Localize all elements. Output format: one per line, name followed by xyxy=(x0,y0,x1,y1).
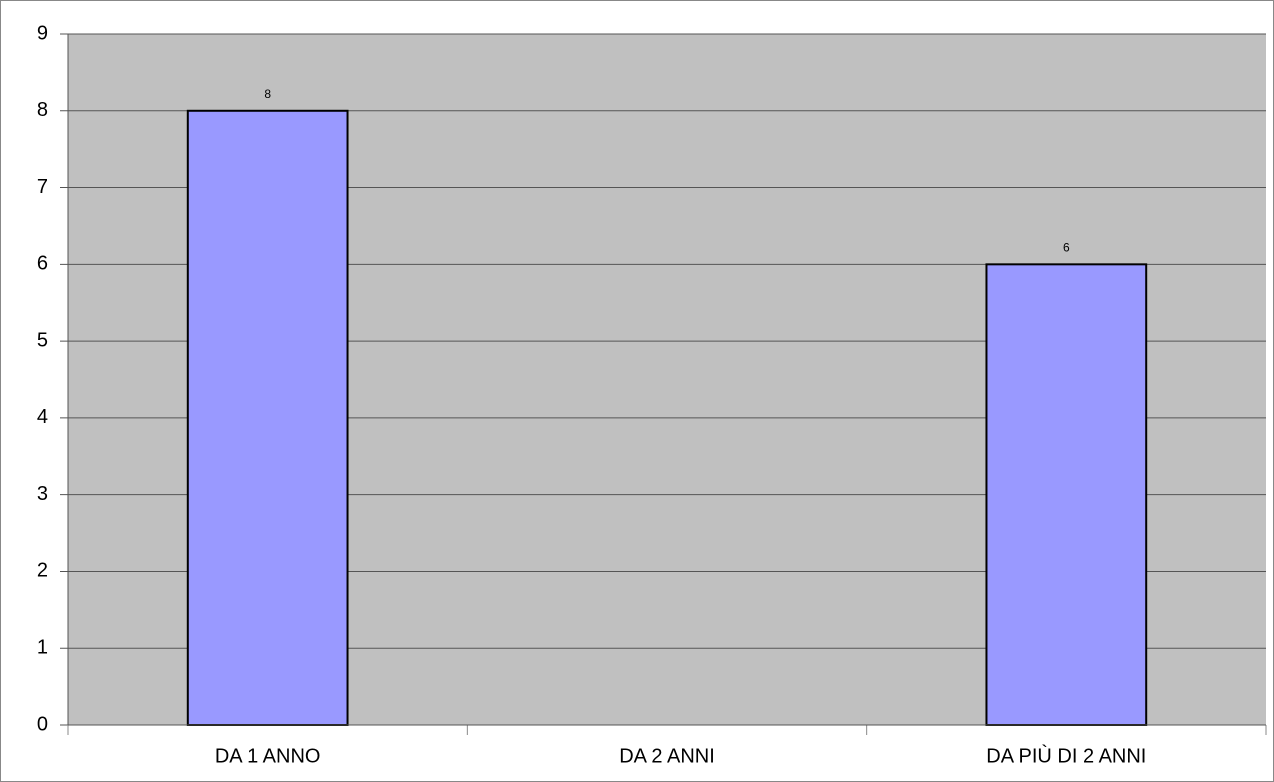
y-tick-label: 6 xyxy=(37,253,48,275)
y-tick-label: 7 xyxy=(37,176,48,198)
y-tick-label: 1 xyxy=(37,637,48,659)
data-label: 6 xyxy=(1063,241,1070,255)
y-tick-label: 8 xyxy=(37,99,48,121)
x-tick-label: DA 1 ANNO xyxy=(215,745,321,767)
y-tick-label: 3 xyxy=(37,483,48,505)
y-tick-label: 0 xyxy=(37,713,48,735)
x-tick-label: DA 2 ANNI xyxy=(619,745,715,767)
y-tick-label: 5 xyxy=(37,329,48,351)
x-tick-label: DA PIÙ DI 2 ANNI xyxy=(986,744,1146,767)
bar xyxy=(186,109,349,727)
bar xyxy=(985,263,1148,726)
y-tick-label: 9 xyxy=(37,22,48,44)
data-label: 8 xyxy=(264,87,271,101)
y-tick-label: 2 xyxy=(37,560,48,582)
y-tick-label: 4 xyxy=(37,406,48,428)
